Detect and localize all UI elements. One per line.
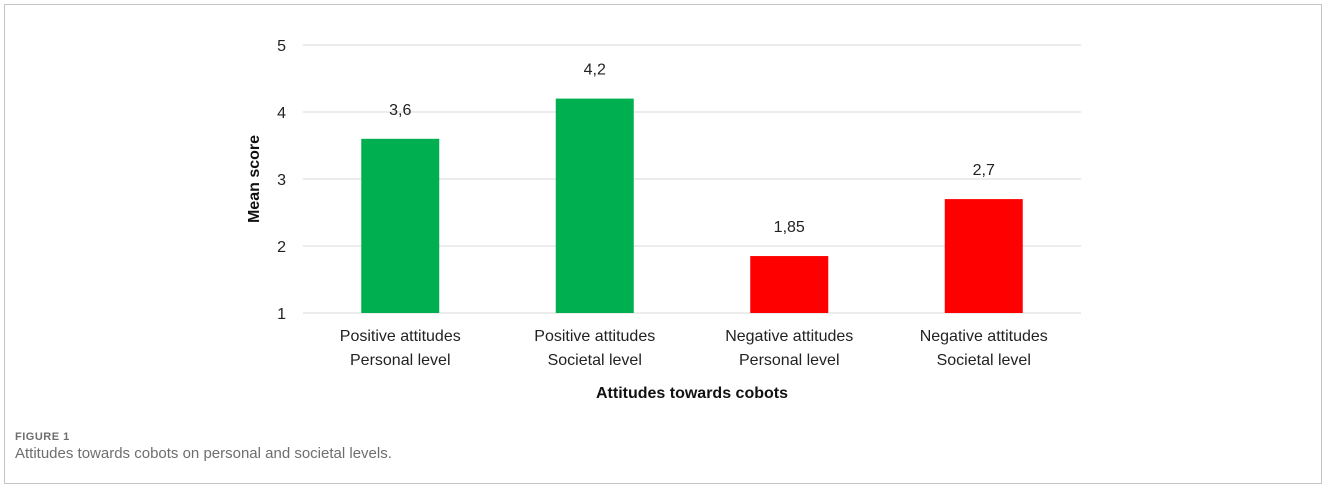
bar xyxy=(750,256,829,313)
x-category-label: Positive attitudes xyxy=(534,328,655,345)
x-category-label: Personal level xyxy=(739,352,840,369)
x-category-label: Negative attitudes xyxy=(920,328,1048,345)
figure-label: FIGURE 1 xyxy=(15,431,70,443)
x-axis-title: Attitudes towards cobots xyxy=(596,385,788,402)
data-label: 3,6 xyxy=(389,102,411,119)
x-category-label: Societal level xyxy=(937,352,1031,369)
y-tick-label: 1 xyxy=(277,306,286,323)
x-category-label: Societal level xyxy=(548,352,642,369)
bars xyxy=(361,98,1023,313)
y-axis-title: Mean score xyxy=(246,135,263,223)
bar xyxy=(944,199,1023,313)
x-category-labels: Positive attitudes Personal level Positive… xyxy=(340,328,1048,369)
y-tick-label: 4 xyxy=(277,105,286,122)
x-category-label: Personal level xyxy=(350,352,451,369)
data-label: 4,2 xyxy=(584,62,606,79)
y-tick-label: 3 xyxy=(277,172,286,189)
data-label: 1,85 xyxy=(774,219,805,236)
x-category-label: Positive attitudes xyxy=(340,328,461,345)
figure-caption: Attitudes towards cobots on personal and… xyxy=(15,445,392,462)
data-labels: 3,6 4,2 1,85 2,7 xyxy=(389,62,995,236)
bar xyxy=(361,138,440,313)
x-category-label: Negative attitudes xyxy=(725,328,853,345)
y-tick-label: 2 xyxy=(277,239,286,256)
bar xyxy=(555,98,634,313)
data-label: 2,7 xyxy=(973,162,995,179)
y-tick-label: 5 xyxy=(277,38,286,55)
y-tick-labels: 1 2 3 4 5 xyxy=(277,38,286,323)
